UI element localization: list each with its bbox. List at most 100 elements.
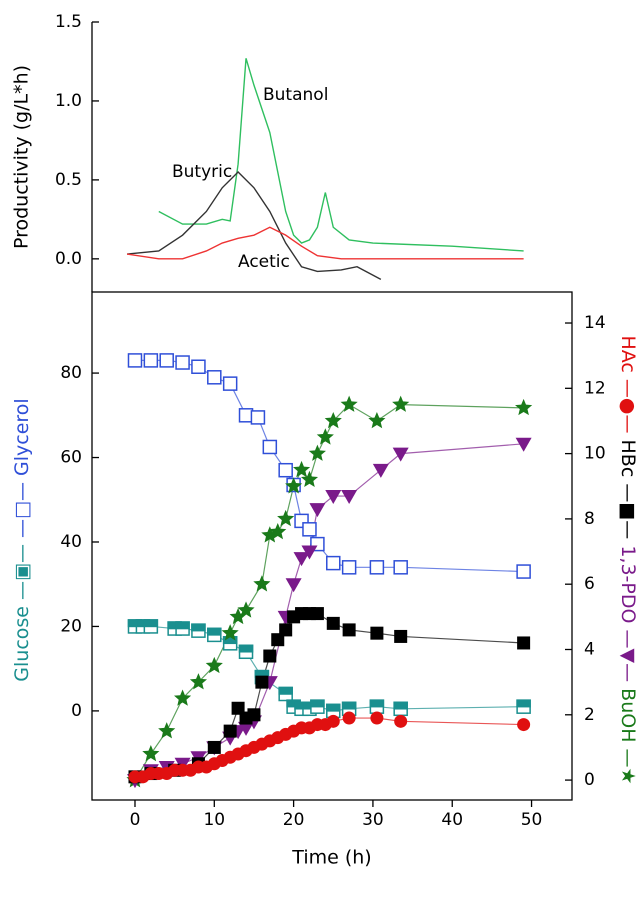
marker [370,711,384,725]
marker [175,355,190,370]
marker [175,621,190,636]
marker [247,708,261,722]
marker [285,477,303,494]
marker [293,552,310,567]
y2-tick-label: 8 [584,509,595,529]
marker [310,699,325,714]
marker [326,714,340,728]
marker [143,353,159,368]
marker [370,626,384,640]
marker [207,740,221,754]
marker [142,744,160,762]
marker [143,619,159,634]
y-axis-label: Productivity (g/L*h) [11,65,33,249]
marker-part [278,686,293,695]
marker [324,411,342,429]
y2-tick-label: 6 [584,574,595,594]
marker [516,699,531,714]
marker [261,526,279,543]
marker [326,703,341,719]
x-tick-label: 40 [441,810,463,830]
series-line [126,226,524,260]
left-axis-label: Glucose —▣— —□— Glycerol [11,398,33,681]
marker [369,560,385,575]
marker [269,522,287,540]
marker [127,353,143,368]
y-tick-label: 40 [60,532,82,552]
marker [207,627,222,643]
marker [292,460,311,478]
x-tick-label: 0 [130,810,141,830]
bottom-frame [91,291,573,801]
marker [231,701,245,715]
marker [393,560,408,575]
marker-part [516,699,531,708]
x-tick-label: 30 [362,810,384,830]
legend-glucose: Glucose [11,606,33,682]
marker [205,656,223,674]
series-line [134,625,524,712]
marker [285,578,302,593]
marker [342,623,356,637]
marker [271,633,285,647]
y2-tick-label: 14 [584,313,606,333]
legend-pdo: 1,3-PDO [618,545,640,623]
y2-tick-label: 2 [584,705,595,725]
marker [340,395,358,412]
marker [392,447,409,462]
marker [308,444,326,461]
series-label: Butanol [263,85,328,105]
y-tick-label: 20 [60,616,82,636]
marker [316,428,334,445]
marker [229,607,247,625]
marker [278,462,293,478]
marker [310,607,324,621]
marker [392,395,410,412]
marker [516,564,531,579]
marker [369,699,385,714]
marker [515,398,533,416]
marker [278,686,293,702]
marker [394,714,408,728]
marker [207,370,222,385]
marker [341,490,358,505]
marker [301,545,318,560]
x-tick-label: 10 [203,810,225,830]
marker [238,408,254,423]
marker-part [191,623,206,632]
marker [250,410,266,425]
series-line [134,612,524,778]
marker [368,411,386,429]
legend-glycerol: Glycerol [11,398,33,476]
marker-part [310,699,325,708]
marker-part [393,701,408,710]
marker-part [175,621,190,630]
marker [394,629,408,643]
series-label: Acetic [238,252,290,272]
marker [222,376,238,391]
y-tick-label: 60 [60,448,82,468]
legend-buoh: BuOH [618,688,640,742]
series-line [126,171,382,280]
marker [515,437,532,452]
marker [159,353,174,368]
legend-hbc: HBc [618,440,640,478]
y-tick-label: 0.0 [55,249,82,269]
marker [189,673,207,690]
y-tick-label: 1.0 [55,91,82,111]
marker [262,439,278,455]
marker [302,522,317,537]
marker [277,509,295,527]
right-axis-label: HAc —●— HBc —■— 1,3-PDO —▼— BuOH —★ [618,335,640,784]
marker [174,689,192,706]
marker-part [143,619,159,628]
marker [341,701,357,717]
y2-tick-label: 10 [584,444,606,464]
series-line [134,359,524,573]
y2-tick-label: 4 [584,639,595,659]
marker-part [369,699,385,708]
marker [238,644,254,660]
marker [517,718,531,732]
marker [372,463,389,478]
